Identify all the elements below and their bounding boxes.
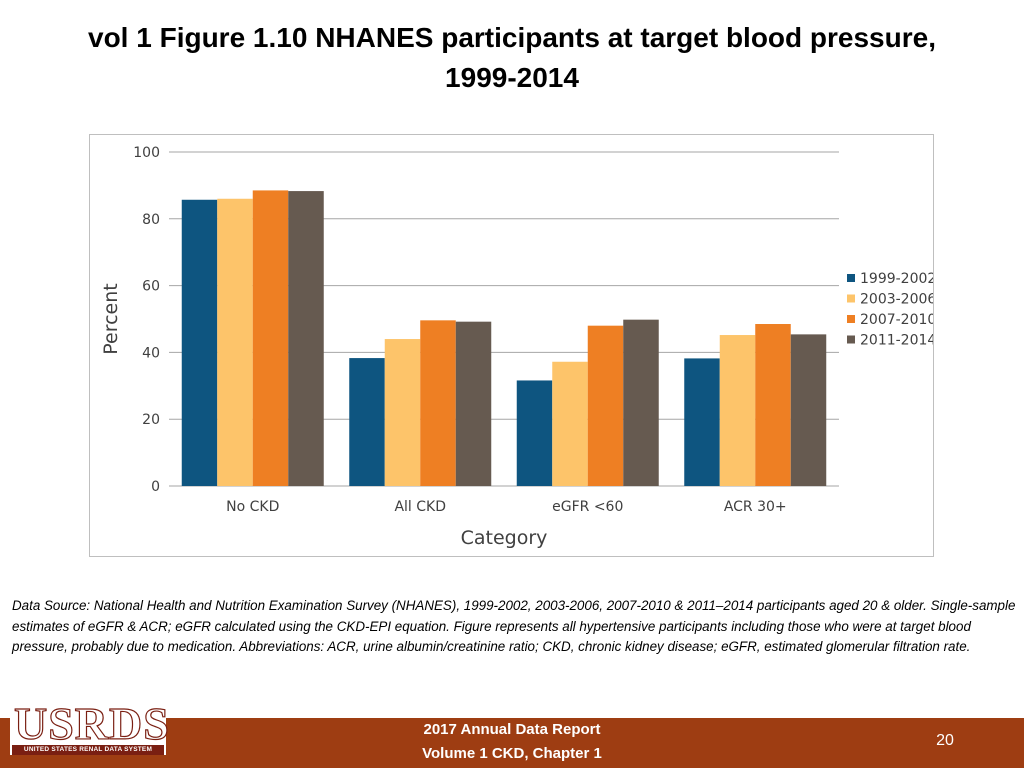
y-tick-label: 20 [142,412,160,428]
legend-label: 2003-2006 [860,292,933,308]
y-tick-label: 60 [142,279,160,295]
legend-swatch [847,274,855,282]
page-number: 20 [936,732,954,749]
bar [252,190,289,486]
legend-swatch [847,294,855,303]
bar-chart: 0 20 40 60 80 100 Percent No CKD All CKD eGFR <60… [100,145,933,549]
title-line-1: vol 1 Figure 1.10 NHANES participants at… [88,22,936,53]
bar [755,324,791,486]
legend-swatch [847,315,855,323]
legend-label: 2007-2010 [860,312,933,328]
report-line-2: Volume 1 CKD, Chapter 1 [422,745,602,762]
chart-frame: 0 20 40 60 80 100 Percent No CKD All CKD eGFR <60… [89,134,934,557]
bar [684,358,720,486]
bar [516,380,553,486]
logo-subtext: UNITED STATES RENAL DATA SYSTEM [12,745,164,755]
legend-label: 2011-2014 [860,333,933,349]
bar [790,334,827,486]
x-axis-label: Category [461,527,548,549]
bar [420,320,456,486]
bar [552,361,588,486]
report-line-1: 2017 Annual Data Report [423,721,601,738]
bar [719,335,756,486]
logo-text: USRDS [13,697,170,749]
y-tick-label: 40 [142,345,160,361]
y-tick-label: 0 [151,479,160,495]
footer-bar [0,718,1024,768]
bar [349,358,385,486]
bar [384,339,421,486]
page-title: vol 1 Figure 1.10 NHANES participants at… [40,18,984,98]
y-axis-label: Percent [100,283,122,355]
y-tick-label: 100 [133,145,160,161]
x-tick-label: ACR 30+ [724,499,787,515]
x-tick-label: All CKD [394,499,446,515]
bar [587,325,624,486]
bar [455,321,492,486]
bar [217,198,253,486]
bar [288,191,324,486]
data-source-note: Data Source: National Health and Nutriti… [12,598,1016,654]
bar [623,319,659,486]
x-tick-label: eGFR <60 [552,499,623,515]
y-tick-label: 80 [142,212,160,228]
legend-swatch [847,335,855,344]
title-line-2: 1999-2014 [445,62,579,93]
x-tick-label: No CKD [226,499,279,515]
usrds-logo: USRDS UNITED STATES RENAL DATA SYSTEM [10,697,169,755]
legend-label: 1999-2002 [860,271,933,287]
bar [181,199,218,486]
report-info: 2017 Annual Data Report Volume 1 CKD, Ch… [362,718,662,766]
